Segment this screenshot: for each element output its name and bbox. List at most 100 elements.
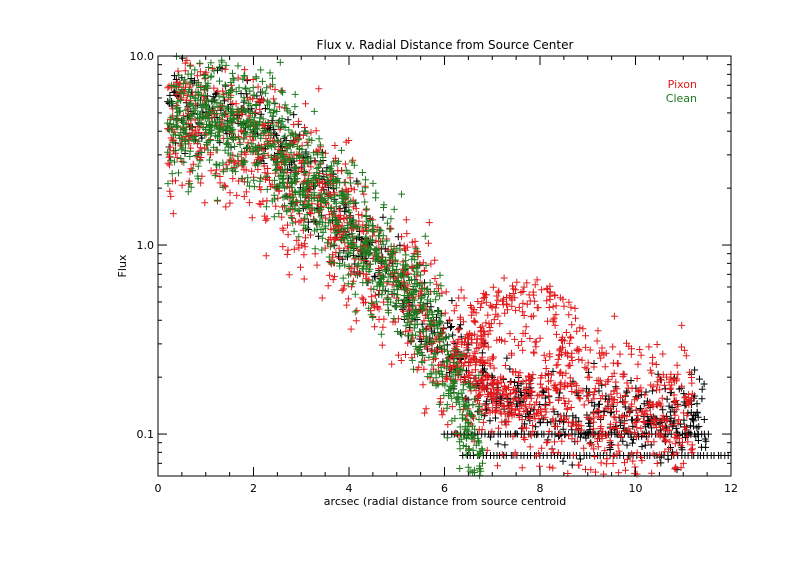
data-point bbox=[542, 401, 550, 409]
data-point bbox=[497, 410, 505, 418]
data-point bbox=[474, 298, 482, 305]
data-point bbox=[338, 146, 345, 154]
data-point bbox=[390, 248, 398, 256]
data-point bbox=[565, 298, 573, 306]
data-point bbox=[459, 431, 467, 439]
data-point bbox=[286, 141, 294, 149]
data-point bbox=[207, 73, 215, 81]
data-point bbox=[694, 437, 702, 444]
data-point bbox=[190, 94, 198, 102]
data-point bbox=[489, 399, 497, 407]
data-point bbox=[415, 328, 423, 336]
data-point bbox=[322, 224, 329, 232]
data-point bbox=[648, 359, 656, 367]
data-point bbox=[444, 358, 452, 366]
data-point bbox=[685, 401, 693, 409]
data-point bbox=[222, 203, 230, 211]
data-point bbox=[384, 306, 392, 314]
data-point bbox=[482, 410, 490, 418]
data-point bbox=[478, 411, 486, 419]
data-point bbox=[455, 335, 463, 343]
data-point bbox=[530, 349, 538, 357]
data-point bbox=[257, 200, 265, 208]
data-point bbox=[180, 119, 188, 127]
data-point bbox=[447, 324, 454, 332]
data-point bbox=[536, 419, 544, 427]
data-point bbox=[666, 408, 674, 416]
data-point bbox=[275, 103, 283, 111]
data-point bbox=[240, 124, 248, 131]
data-point bbox=[501, 309, 509, 317]
data-point bbox=[265, 105, 273, 113]
data-point bbox=[562, 329, 570, 336]
data-point bbox=[572, 419, 580, 427]
data-point bbox=[164, 180, 172, 188]
data-point bbox=[262, 175, 269, 183]
data-point bbox=[503, 354, 511, 362]
data-point bbox=[385, 270, 393, 278]
data-point bbox=[482, 291, 490, 299]
data-point bbox=[239, 160, 247, 168]
data-point bbox=[289, 219, 297, 227]
data-point bbox=[177, 155, 185, 162]
data-point bbox=[559, 295, 567, 303]
data-point bbox=[514, 341, 522, 349]
data-point bbox=[578, 356, 586, 364]
data-point bbox=[609, 460, 617, 467]
data-point bbox=[661, 381, 668, 389]
data-point bbox=[386, 273, 394, 281]
data-point bbox=[342, 232, 350, 240]
data-point bbox=[519, 308, 527, 316]
data-point bbox=[545, 304, 553, 311]
data-point bbox=[615, 469, 623, 477]
data-point bbox=[402, 216, 410, 224]
data-point bbox=[349, 156, 357, 164]
data-point bbox=[505, 384, 512, 391]
data-point bbox=[258, 88, 266, 96]
data-point bbox=[238, 174, 246, 182]
data-point bbox=[358, 169, 366, 176]
data-point bbox=[476, 449, 484, 457]
data-point bbox=[465, 423, 473, 430]
data-point bbox=[241, 72, 249, 80]
data-point bbox=[315, 164, 322, 172]
data-point bbox=[291, 189, 299, 196]
data-point bbox=[255, 200, 263, 208]
data-point bbox=[468, 368, 476, 376]
data-point bbox=[383, 260, 391, 268]
data-point bbox=[350, 218, 358, 226]
data-point bbox=[294, 136, 302, 144]
data-point bbox=[437, 282, 445, 290]
data-point bbox=[267, 183, 275, 190]
data-point bbox=[522, 413, 530, 420]
data-point bbox=[541, 413, 549, 421]
data-point bbox=[467, 302, 474, 309]
data-point bbox=[192, 127, 200, 135]
data-point bbox=[425, 307, 433, 315]
data-point bbox=[336, 262, 344, 270]
data-point bbox=[571, 388, 579, 396]
data-point bbox=[399, 278, 407, 286]
data-point bbox=[300, 160, 308, 168]
data-point bbox=[509, 282, 516, 290]
data-point bbox=[551, 438, 558, 446]
data-point bbox=[633, 424, 641, 432]
data-point bbox=[302, 100, 309, 108]
data-point bbox=[346, 264, 354, 272]
data-point bbox=[175, 132, 183, 139]
data-point bbox=[169, 99, 177, 107]
data-point bbox=[464, 380, 472, 387]
data-point bbox=[618, 413, 626, 421]
data-point bbox=[242, 107, 250, 115]
data-point bbox=[602, 460, 610, 468]
data-point bbox=[500, 403, 508, 411]
y-axis-label: Flux bbox=[116, 254, 129, 277]
data-point bbox=[290, 227, 298, 235]
data-point bbox=[438, 328, 446, 336]
data-point bbox=[324, 180, 332, 188]
data-point bbox=[370, 285, 378, 293]
data-point bbox=[558, 437, 566, 445]
data-point bbox=[502, 391, 510, 399]
data-point bbox=[331, 273, 338, 281]
data-point bbox=[533, 276, 541, 284]
